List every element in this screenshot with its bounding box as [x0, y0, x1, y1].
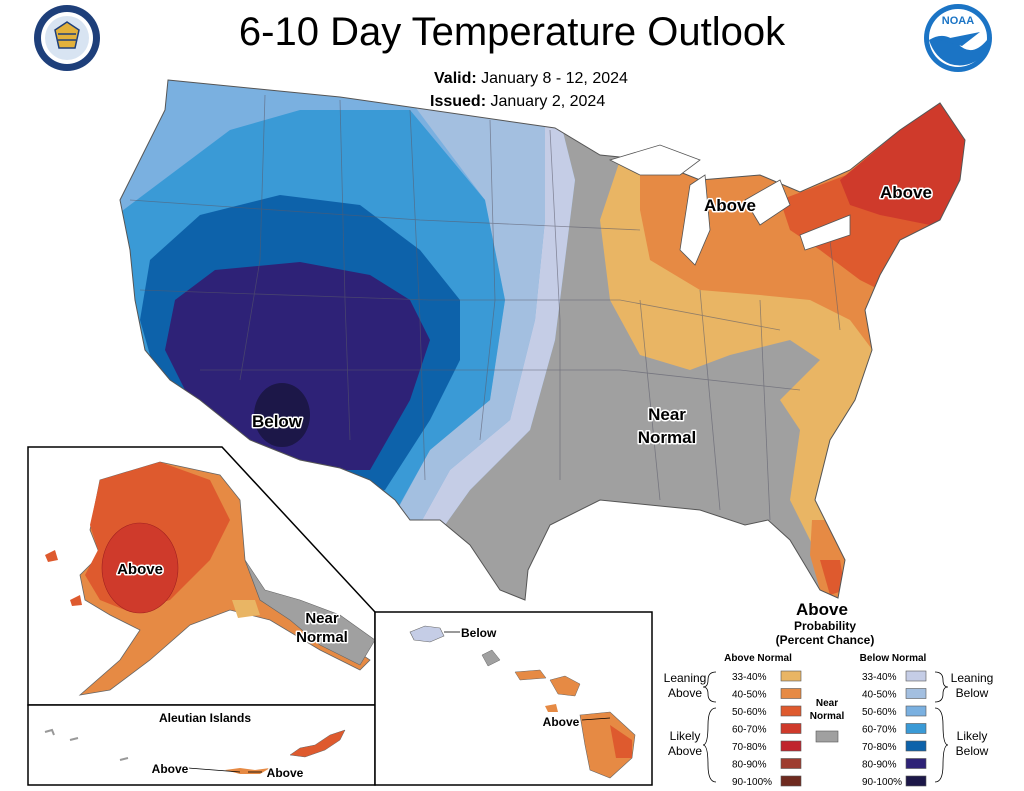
legend-below-range-label: 70-80%: [862, 742, 897, 753]
aleutian-above-label-2: Above: [267, 766, 304, 780]
legend-above-swatches: 33-40% 40-50% 50-60% 60-70% 70-80% 80-90% 90-1…: [732, 670, 802, 788]
valid-label: Valid:: [434, 70, 477, 87]
legend-likely-above-line1: Likely: [670, 729, 701, 743]
noaa-logo-text: NOAA: [942, 15, 974, 27]
legend-above-range-label: 80-90%: [732, 760, 767, 771]
legend-brace-likely-above: [702, 707, 717, 783]
legend-above-range-label: 60-70%: [732, 725, 767, 736]
issued-line: Issued: January 2, 2024: [430, 93, 605, 111]
legend-brace-likely-below: [934, 707, 949, 783]
alaska-near-label-line2: Normal: [296, 629, 348, 646]
legend-below-range-label: 80-90%: [862, 760, 897, 771]
legend-below-header: Below Normal: [860, 653, 927, 664]
legend-below-range-label: 50-60%: [862, 707, 897, 718]
legend-below-swatch: [905, 775, 927, 787]
legend-title-line1: Probability: [794, 619, 856, 633]
legend-below-swatch: [905, 740, 927, 752]
legend-above-swatch: [780, 775, 802, 787]
legend-above-swatch: [780, 758, 802, 769]
aleutian-above-label-1: Above: [152, 762, 189, 776]
near-normal-label-line2: Normal: [638, 428, 697, 447]
legend-below-swatch: [905, 705, 927, 717]
great-lakes-above-label: Above: [704, 196, 756, 215]
issued-date: January 2, 2024: [490, 93, 606, 110]
hawaii-above-label: Above: [543, 715, 580, 729]
legend-leaning-above-line2: Above: [668, 686, 702, 700]
hawaii-below-label: Below: [461, 626, 497, 640]
page-title: 6-10 Day Temperature Outlook: [238, 10, 786, 54]
legend-below-range-label: 40-50%: [862, 690, 897, 701]
northeast-above-label: Above: [880, 183, 932, 202]
legend-above-swatch: [780, 740, 802, 752]
legend-below-swatch: [905, 758, 927, 769]
near-normal-label-line1: Near: [648, 405, 686, 424]
alaska-above-label: Above: [117, 561, 163, 578]
legend-brace-leaning-below: [934, 671, 949, 703]
issued-label: Issued:: [430, 93, 487, 110]
legend-near-line2: Normal: [810, 711, 845, 722]
legend-below-range-label: 60-70%: [862, 725, 897, 736]
legend-near-line1: Near: [816, 698, 838, 709]
legend-leaning-below-line2: Below: [956, 686, 989, 700]
legend-above-range-label: 90-100%: [732, 777, 772, 788]
hawaii-inset: Below Above: [374, 611, 653, 786]
legend-below-swatch: [905, 688, 927, 699]
legend-likely-below-line2: Below: [956, 744, 989, 758]
legend-above-range-label: 50-60%: [732, 707, 767, 718]
valid-dates: January 8 - 12, 2024: [481, 70, 628, 87]
legend-near-normal-swatch: [815, 730, 839, 743]
legend-leaning-below-line1: Leaning: [951, 671, 994, 685]
legend-below-range-label: 33-40%: [862, 672, 897, 683]
legend-below-swatch: [905, 670, 927, 682]
conus-below-label: Below: [252, 412, 303, 431]
alaska-near-label-line1: Near: [305, 610, 339, 627]
legend-above-swatch: [780, 670, 802, 682]
aleutian-inset: Aleutian Islands Above Above: [27, 704, 376, 786]
noaa-logo-icon: NOAA: [924, 4, 992, 72]
legend-above-range-label: 33-40%: [732, 672, 767, 683]
legend-above-swatch: [780, 688, 802, 699]
legend-brace-leaning-above: [702, 671, 717, 703]
alaska-inset: Above Near Normal: [27, 446, 376, 706]
legend: Probability (Percent Chance) Above Norma…: [664, 619, 994, 788]
florida-above-label: Above: [796, 600, 848, 619]
legend-above-swatch: [780, 723, 802, 734]
valid-line: Valid: January 8 - 12, 2024: [434, 70, 628, 88]
aleutian-title: Aleutian Islands: [159, 711, 251, 725]
legend-below-range-label: 90-100%: [862, 777, 902, 788]
legend-likely-above-line2: Above: [668, 744, 702, 758]
legend-below-swatch: [905, 723, 927, 734]
legend-above-swatch: [780, 705, 802, 717]
legend-title-line2: (Percent Chance): [776, 633, 875, 647]
legend-above-range-label: 40-50%: [732, 690, 767, 701]
legend-likely-below-line1: Likely: [957, 729, 988, 743]
legend-above-range-label: 70-80%: [732, 742, 767, 753]
legend-leaning-above-line1: Leaning: [664, 671, 707, 685]
commerce-seal-icon: [34, 5, 100, 71]
legend-below-swatches: 33-40% 40-50% 50-60% 60-70% 70-80% 80-90% 90-1…: [862, 670, 927, 788]
legend-above-header: Above Normal: [724, 653, 792, 664]
